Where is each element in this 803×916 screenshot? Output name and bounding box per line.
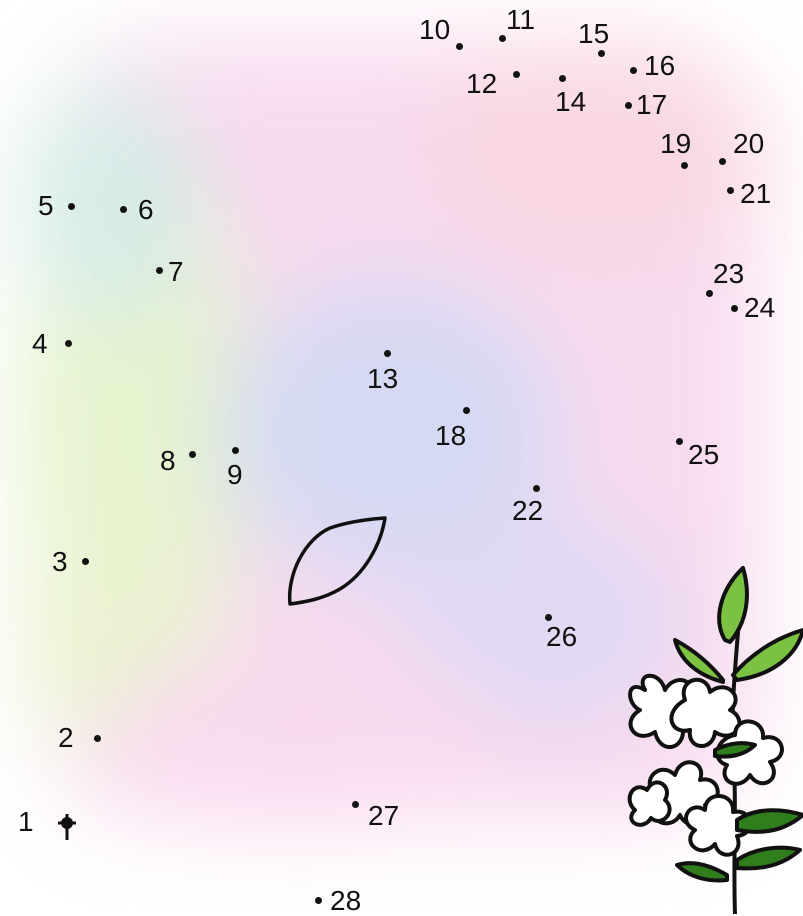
dot-label-6: 6 xyxy=(138,194,154,225)
dot-label-1: 1 xyxy=(18,806,34,837)
dot-9[interactable] xyxy=(231,446,239,454)
dot-label-5: 5 xyxy=(38,190,54,221)
dot-23[interactable] xyxy=(705,289,713,297)
dot-22[interactable] xyxy=(532,484,540,492)
dot-label-25: 25 xyxy=(688,439,720,470)
dot-label-3: 3 xyxy=(52,546,68,577)
dot-label-20: 20 xyxy=(733,128,765,159)
dot-11[interactable] xyxy=(498,34,506,42)
dot-27[interactable] xyxy=(351,800,359,808)
dot-label-15: 15 xyxy=(578,18,610,49)
leaf-outline-icon xyxy=(287,516,387,606)
dot-13[interactable] xyxy=(383,349,391,357)
dot-16[interactable] xyxy=(629,66,637,74)
dot-label-26: 26 xyxy=(546,621,578,652)
dot-label-2: 2 xyxy=(58,722,74,753)
dot-24[interactable] xyxy=(730,304,738,312)
dot-label-8: 8 xyxy=(160,445,176,476)
start-cross-icon xyxy=(58,814,76,840)
dot-21[interactable] xyxy=(726,186,734,194)
dot-label-21: 21 xyxy=(740,178,772,209)
dot-label-24: 24 xyxy=(744,292,776,323)
dot-14[interactable] xyxy=(558,74,566,82)
dot-label-12: 12 xyxy=(466,68,498,99)
dot-label-18: 18 xyxy=(435,420,467,451)
dot-25[interactable] xyxy=(675,437,683,445)
dot-28[interactable] xyxy=(314,896,322,904)
dot-5[interactable] xyxy=(67,202,75,210)
dot-2[interactable] xyxy=(93,734,101,742)
dot-label-17: 17 xyxy=(636,89,668,120)
dot-8[interactable] xyxy=(188,450,196,458)
dot-label-7: 7 xyxy=(168,256,184,287)
dot-18[interactable] xyxy=(462,406,470,414)
dot-26[interactable] xyxy=(544,613,552,621)
dot-label-14: 14 xyxy=(555,86,587,117)
dot-label-9: 9 xyxy=(227,459,243,490)
dot-12[interactable] xyxy=(512,70,520,78)
dot-label-27: 27 xyxy=(368,800,400,831)
flower-sprig-icon xyxy=(627,566,803,914)
dot-6[interactable] xyxy=(119,205,127,213)
dot-label-22: 22 xyxy=(512,495,544,526)
dot-3[interactable] xyxy=(81,557,89,565)
dot-label-28: 28 xyxy=(330,885,362,916)
dot-10[interactable] xyxy=(455,42,463,50)
dot-15[interactable] xyxy=(597,49,605,57)
dot-19[interactable] xyxy=(680,161,688,169)
dot-4[interactable] xyxy=(64,339,72,347)
dot-label-13: 13 xyxy=(367,363,399,394)
dot-20[interactable] xyxy=(718,157,726,165)
dot-label-16: 16 xyxy=(644,50,676,81)
dot-label-10: 10 xyxy=(419,14,451,45)
dot-label-4: 4 xyxy=(32,328,48,359)
dot-7[interactable] xyxy=(155,266,163,274)
dot-17[interactable] xyxy=(624,101,632,109)
dot-label-11: 11 xyxy=(506,4,536,35)
dot-label-19: 19 xyxy=(660,128,692,159)
dot-label-23: 23 xyxy=(713,258,745,289)
